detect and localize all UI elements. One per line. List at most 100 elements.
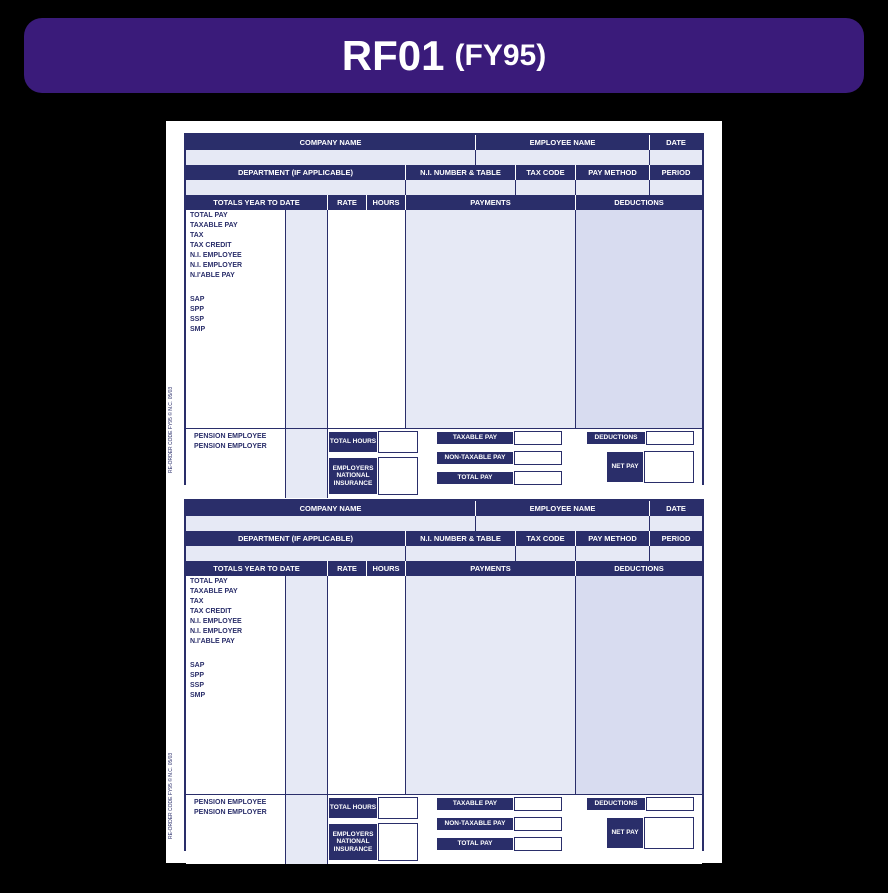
ytd-block: TOTAL PAY TAXABLE PAY TAX TAX CREDIT N.I… [186, 210, 702, 428]
ytd-labels-column: TOTAL PAY TAXABLE PAY TAX TAX CREDIT N.I… [186, 210, 286, 428]
bottom-block: PENSION EMPLOYEE PENSION EMPLOYER TOTAL … [186, 428, 702, 498]
payments-header: PAYMENTS [406, 561, 576, 576]
deductions-header: DEDUCTIONS [576, 195, 702, 210]
ytd-block: TOTAL PAY TAXABLE PAY TAX TAX CREDIT N.I… [186, 576, 702, 794]
payments-header: PAYMENTS [406, 195, 576, 210]
header-row-2: DEPARTMENT (IF APPLICABLE) N.I. NUMBER &… [186, 531, 702, 546]
deductions-box: DEDUCTIONS [586, 431, 646, 445]
employee-name-header: EMPLOYEE NAME [476, 501, 650, 516]
deductions-value [646, 797, 694, 811]
payslip-top: RE-ORDER CODE FY95 © N.C. 05/03 COMPANY … [184, 133, 704, 485]
non-taxable-box: NON-TAXABLE PAY [436, 451, 514, 465]
ytd-label: TOTAL PAY [186, 210, 285, 220]
company-name-header: COMPANY NAME [186, 501, 476, 516]
tax-code-header: TAX CODE [516, 531, 576, 546]
form-paper: RE-ORDER CODE FY95 © N.C. 05/03 COMPANY … [166, 121, 722, 863]
department-header: DEPARTMENT (IF APPLICABLE) [186, 531, 406, 546]
non-taxable-value [514, 451, 562, 465]
deductions-header: DEDUCTIONS [576, 561, 702, 576]
employers-ni-value [378, 457, 418, 495]
company-name-header: COMPANY NAME [186, 135, 476, 150]
net-pay-box: NET PAY [606, 451, 644, 483]
ytd-label: SMP [186, 690, 285, 700]
ytd-label: N.I. EMPLOYEE [186, 250, 285, 260]
rate-header: RATE [328, 195, 367, 210]
bottom-block: PENSION EMPLOYEE PENSION EMPLOYER TOTAL … [186, 794, 702, 864]
header-row-3: TOTALS YEAR TO DATE RATE HOURS PAYMENTS … [186, 561, 702, 576]
ytd-label: SPP [186, 670, 285, 680]
rate-hours-column [328, 210, 406, 428]
tax-code-header: TAX CODE [516, 165, 576, 180]
pension-employer-label: PENSION EMPLOYER [190, 807, 281, 817]
ytd-values-column [286, 210, 328, 428]
net-pay-box: NET PAY [606, 817, 644, 849]
taxable-pay-box: TAXABLE PAY [436, 797, 514, 811]
reorder-code: RE-ORDER CODE FY95 © N.C. 05/03 [168, 753, 174, 839]
ytd-label: TAXABLE PAY [186, 220, 285, 230]
ytd-label: TAX [186, 596, 285, 606]
rate-hours-column [328, 576, 406, 794]
employee-name-header: EMPLOYEE NAME [476, 135, 650, 150]
total-pay-value [514, 471, 562, 485]
title-bar: RF01 (FY95) [24, 18, 864, 93]
payments-column [406, 576, 576, 794]
deductions-value [646, 431, 694, 445]
taxable-pay-box: TAXABLE PAY [436, 431, 514, 445]
rate-header: RATE [328, 561, 367, 576]
blank-row-1 [186, 150, 702, 165]
pension-labels: PENSION EMPLOYEE PENSION EMPLOYER [186, 795, 286, 864]
blank-row-1 [186, 516, 702, 531]
blank-row-2 [186, 180, 702, 195]
summary-area: TOTAL HOURS EMPLOYERS NATIONAL INSURANCE… [328, 429, 702, 498]
ytd-label: TOTAL PAY [186, 576, 285, 586]
ytd-labels-column: TOTAL PAY TAXABLE PAY TAX TAX CREDIT N.I… [186, 576, 286, 794]
total-pay-box: TOTAL PAY [436, 471, 514, 485]
payslip-bottom: RE-ORDER CODE FY95 © N.C. 05/03 COMPANY … [184, 499, 704, 851]
pay-method-header: PAY METHOD [576, 531, 650, 546]
payments-column [406, 210, 576, 428]
period-header: PERIOD [650, 531, 702, 546]
header-row-2: DEPARTMENT (IF APPLICABLE) N.I. NUMBER &… [186, 165, 702, 180]
department-header: DEPARTMENT (IF APPLICABLE) [186, 165, 406, 180]
header-row-1: COMPANY NAME EMPLOYEE NAME DATE [186, 135, 702, 150]
header-row-3: TOTALS YEAR TO DATE RATE HOURS PAYMENTS … [186, 195, 702, 210]
pension-values [286, 795, 328, 864]
pension-employer-label: PENSION EMPLOYER [190, 441, 281, 451]
pension-employee-label: PENSION EMPLOYEE [190, 431, 281, 441]
hours-header: HOURS [367, 195, 406, 210]
ytd-label: SMP [186, 324, 285, 334]
ytd-label: SSP [186, 314, 285, 324]
ytd-label: SSP [186, 680, 285, 690]
ytd-label: N.I'ABLE PAY [186, 270, 285, 280]
total-hours-value [378, 431, 418, 453]
ytd-label: TAX CREDIT [186, 606, 285, 616]
blank-row-2 [186, 546, 702, 561]
ytd-label: N.I. EMPLOYER [186, 260, 285, 270]
employers-ni-box: EMPLOYERS NATIONAL INSURANCE [328, 823, 378, 861]
total-pay-value [514, 837, 562, 851]
reorder-code: RE-ORDER CODE FY95 © N.C. 05/03 [168, 387, 174, 473]
ytd-values-column [286, 576, 328, 794]
pay-method-header: PAY METHOD [576, 165, 650, 180]
non-taxable-value [514, 817, 562, 831]
period-header: PERIOD [650, 165, 702, 180]
taxable-pay-value [514, 431, 562, 445]
ytd-header: TOTALS YEAR TO DATE [186, 195, 328, 210]
pension-labels: PENSION EMPLOYEE PENSION EMPLOYER [186, 429, 286, 498]
date-header: DATE [650, 501, 702, 516]
net-pay-value [644, 817, 694, 849]
deductions-box: DEDUCTIONS [586, 797, 646, 811]
total-pay-box: TOTAL PAY [436, 837, 514, 851]
ytd-label: SAP [186, 294, 285, 304]
employers-ni-box: EMPLOYERS NATIONAL INSURANCE [328, 457, 378, 495]
ytd-label: TAXABLE PAY [186, 586, 285, 596]
ni-number-header: N.I. NUMBER & TABLE [406, 165, 516, 180]
pension-employee-label: PENSION EMPLOYEE [190, 797, 281, 807]
ytd-label: TAX CREDIT [186, 240, 285, 250]
ytd-label: N.I. EMPLOYEE [186, 616, 285, 626]
total-hours-value [378, 797, 418, 819]
title-main: RF01 [342, 32, 445, 80]
ytd-label: TAX [186, 230, 285, 240]
ni-number-header: N.I. NUMBER & TABLE [406, 531, 516, 546]
date-header: DATE [650, 135, 702, 150]
